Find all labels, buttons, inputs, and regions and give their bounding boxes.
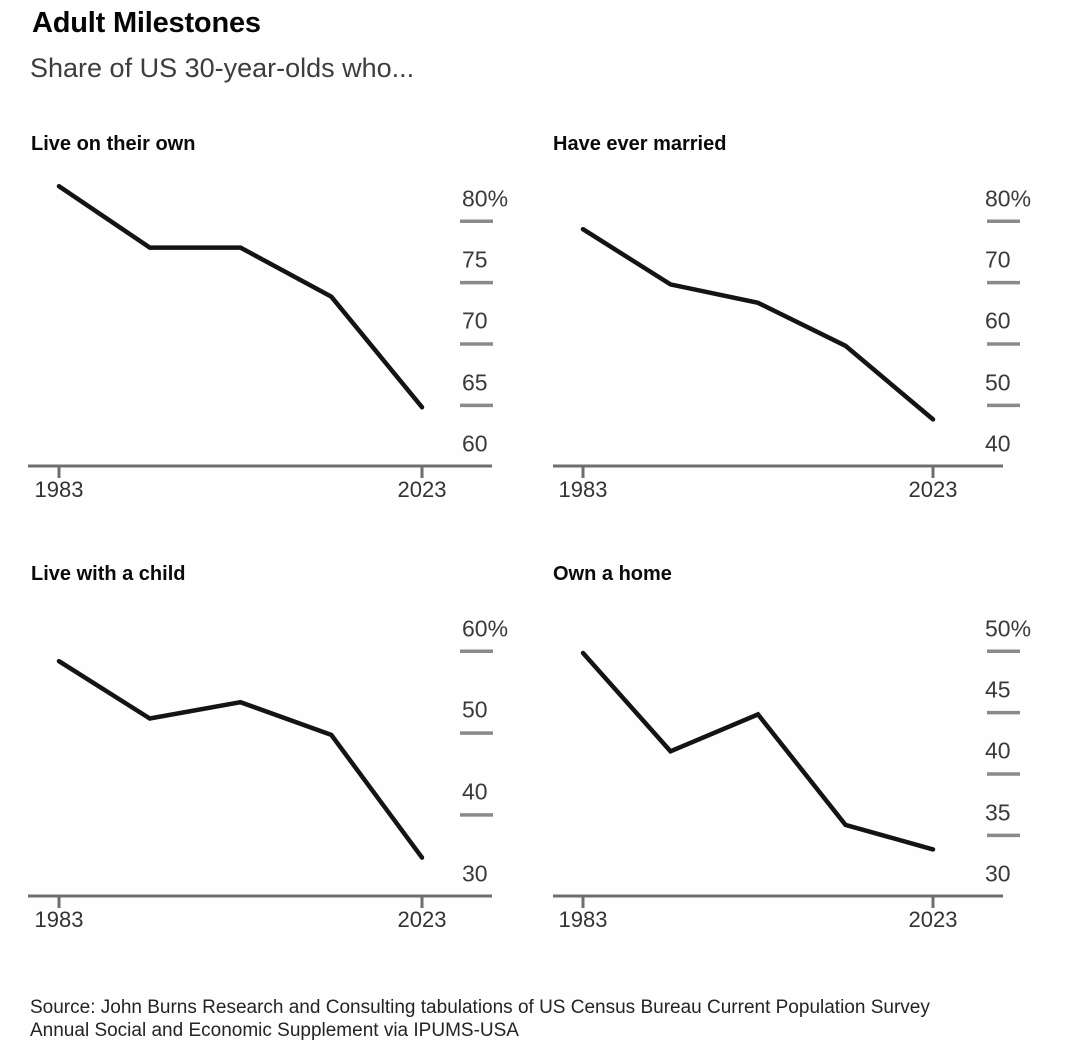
y-tick-label: 80% — [462, 185, 509, 211]
y-tick-label: 60 — [462, 430, 488, 457]
chart-live-with-a-child: Live with a child 60% 50 40 30 1983 2023 — [20, 560, 532, 960]
y-tick-label: 70 — [985, 246, 1011, 273]
y-axis-tick-dash — [987, 342, 1020, 346]
y-tick-label: 70 — [462, 307, 488, 334]
y-tick-label: 40 — [985, 430, 1011, 457]
y-tick-label: 65 — [462, 369, 488, 396]
y-tick-label: 40 — [462, 778, 488, 805]
y-tick-label: 50% — [985, 615, 1032, 641]
x-tick-label-end: 2023 — [908, 907, 958, 932]
x-tick-label-end: 2023 — [908, 477, 958, 502]
y-axis-tick-dash — [987, 833, 1020, 838]
y-tick-label: 40 — [985, 737, 1011, 764]
chart-have-ever-married: Have ever married 80% 70 60 50 40 1983 2023 — [540, 130, 1080, 530]
y-axis-tick-dash — [460, 813, 493, 817]
data-line — [580, 650, 936, 852]
y-axis-tick-dash — [460, 731, 493, 735]
y-axis-tick-dash — [987, 280, 1020, 285]
y-tick-label: 50 — [462, 696, 488, 723]
y-axis-tick-dash — [460, 219, 493, 223]
x-tick-label-start: 1983 — [34, 907, 84, 932]
source-note: Source: John Burns Research and Consulti… — [30, 996, 930, 1042]
y-tick-label: 60 — [985, 307, 1011, 334]
line-plot-svg — [28, 649, 493, 908]
chart-title: Live with a child — [31, 563, 186, 585]
chart-live-on-their-own: Live on their own 80% 75 70 65 60 1983 2023 — [20, 130, 532, 530]
y-tick-label: 75 — [462, 246, 488, 273]
y-axis-tick-dash — [987, 772, 1020, 776]
y-tick-label: 80% — [985, 185, 1032, 211]
source-line-2: Annual Social and Economic Supplement vi… — [30, 1020, 519, 1041]
y-tick-label: 30 — [462, 860, 488, 887]
chart-own-a-home: Own a home 50% 45 40 35 30 1983 2023 — [540, 560, 1080, 960]
x-tick-label-start: 1983 — [558, 477, 608, 502]
x-tick-label-start: 1983 — [34, 477, 84, 502]
y-axis-tick-dash — [987, 710, 1020, 715]
chart-title: Live on their own — [31, 133, 196, 155]
y-tick-label: 45 — [985, 676, 1011, 703]
y-tick-label: 60% — [462, 615, 509, 641]
y-axis-tick-dash — [460, 403, 493, 408]
line-plot-svg — [553, 219, 1020, 478]
y-axis-tick-dash — [987, 219, 1020, 223]
y-tick-label: 50 — [985, 369, 1011, 396]
chart-title: Own a home — [553, 563, 672, 585]
chart-title: Have ever married — [553, 133, 727, 155]
data-line — [56, 183, 425, 410]
y-tick-label: 35 — [985, 799, 1011, 826]
y-axis-tick-dash — [987, 403, 1020, 408]
page-subtitle: Share of US 30-year-olds who... — [30, 53, 415, 83]
y-axis-tick-dash — [460, 342, 493, 346]
y-axis-tick-dash — [987, 649, 1020, 653]
source-line-1: Source: John Burns Research and Consulti… — [30, 997, 930, 1018]
line-plot-svg — [28, 183, 493, 478]
y-tick-label: 30 — [985, 860, 1011, 887]
page-title: Adult Milestones — [32, 7, 261, 39]
line-plot-svg — [553, 649, 1020, 908]
x-tick-label-start: 1983 — [558, 907, 608, 932]
data-line — [56, 658, 425, 860]
x-tick-label-end: 2023 — [397, 477, 447, 502]
y-axis-tick-dash — [460, 649, 493, 653]
x-tick-label-end: 2023 — [397, 907, 447, 932]
data-line — [580, 226, 936, 422]
y-axis-tick-dash — [460, 280, 493, 285]
